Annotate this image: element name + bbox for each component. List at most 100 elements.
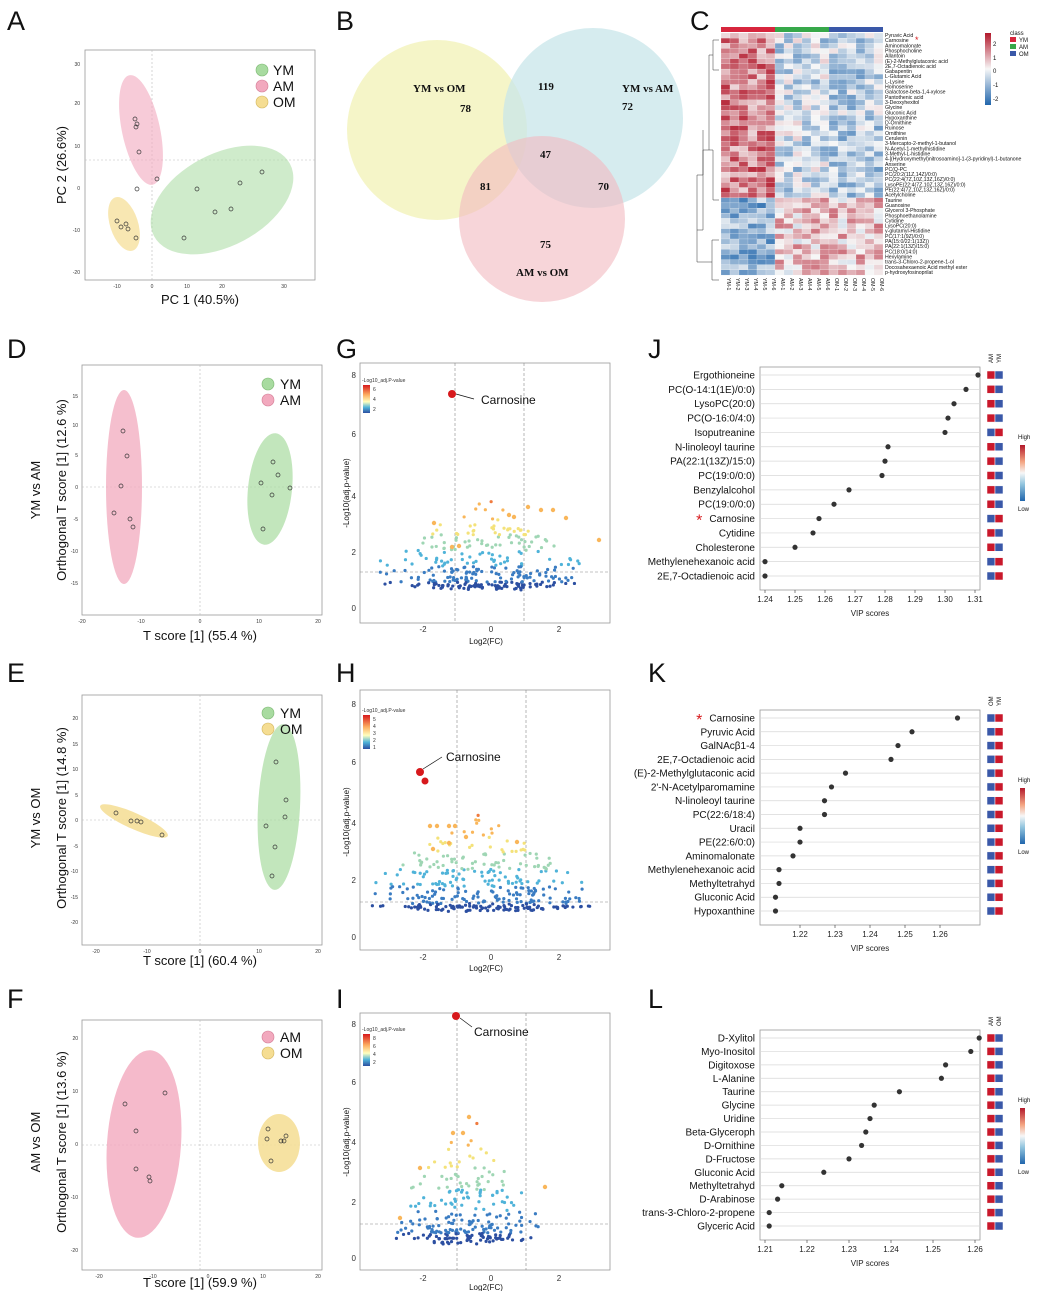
pca-point	[259, 169, 265, 175]
heatmap-cell	[783, 105, 794, 111]
pca-ytick: -10	[73, 228, 80, 234]
volcano-point	[415, 905, 419, 909]
heatmap-class-cell	[730, 27, 739, 32]
vip-point	[975, 372, 981, 378]
heatmap-cell	[738, 84, 749, 90]
volcano-colorbar	[363, 715, 370, 749]
opls-ellipse-om	[258, 1114, 300, 1172]
vip-group-tile	[986, 1127, 996, 1137]
volcano-point	[506, 879, 510, 883]
heatmap-cell	[729, 213, 740, 219]
heatmap-row-label: PC(20:2(11Z,14Z)/0:0)	[885, 172, 937, 178]
vip-group-tile	[986, 1141, 996, 1150]
volcano-point-carnosine	[448, 390, 456, 398]
heatmap-cell	[774, 146, 785, 152]
volcano-point	[528, 851, 532, 856]
heatmap-cell	[855, 48, 866, 54]
volcano-point	[496, 861, 500, 865]
vip-metabolite-label: D-Xylitol	[718, 1034, 755, 1045]
legend-swatch-am	[261, 1030, 275, 1044]
heatmap-cell	[801, 161, 812, 167]
volcano-ylabel: -Log10(adj.p-value)	[342, 1107, 351, 1177]
volcano-point	[439, 908, 444, 912]
heatmap-cell	[837, 244, 848, 250]
vip-group-tile	[986, 543, 996, 552]
heatmap-cell	[783, 130, 794, 137]
vip-colorbar	[1020, 788, 1025, 844]
heatmap-cell	[783, 177, 794, 183]
volcano-ytick: 6	[352, 758, 357, 767]
opls-xtick: -20	[78, 619, 85, 625]
pca-ytick: 10	[74, 144, 80, 150]
volcano-point	[418, 1218, 422, 1222]
opls-xtick: 0	[199, 619, 202, 625]
volcano-point	[498, 576, 503, 580]
volcano-point	[411, 901, 415, 906]
volcano-point	[435, 860, 439, 864]
volcano-point	[547, 885, 552, 889]
heatmap-cell	[792, 58, 803, 64]
volcano-point	[474, 1207, 478, 1211]
volcano-point	[436, 865, 440, 869]
heatmap-cell	[819, 166, 830, 173]
heatmap-cell	[747, 156, 758, 162]
heatmap-cell	[801, 187, 812, 193]
heatmap-class-cell	[739, 27, 748, 32]
heatmap-cell	[873, 238, 884, 245]
heatmap-cell	[792, 233, 803, 240]
heatmap-cell	[819, 74, 830, 80]
heatmap-cell	[810, 192, 821, 198]
heatmap-class-cell	[784, 27, 793, 32]
heatmap-cell	[801, 115, 812, 121]
heatmap-cell	[828, 53, 839, 59]
volcano-point	[551, 583, 555, 587]
heatmap-cell	[855, 53, 866, 59]
heatmap-cell	[810, 264, 821, 270]
panel-label-i: I	[336, 984, 344, 1014]
volcano-ytick: 6	[352, 1078, 357, 1087]
volcano-point	[566, 899, 570, 904]
heatmap-cell	[783, 120, 794, 126]
vip-scale-high: High	[1018, 778, 1030, 784]
volcano-point	[458, 905, 462, 909]
heatmap-cell	[801, 218, 812, 224]
volcano-point	[447, 1220, 451, 1224]
volcano-point	[523, 539, 527, 544]
heatmap-row-label: Hexylamine	[885, 254, 912, 260]
heatmap-cell	[738, 244, 749, 250]
volcano-plot-h: Carnosine -Log10_adj.P-value 5 4 3 2 1 -…	[342, 689, 611, 973]
volcano-point	[524, 574, 528, 578]
vip-point	[938, 1075, 945, 1081]
volcano-legend-title: -Log10_adj.P-value	[362, 708, 406, 714]
volcano-point	[505, 839, 509, 843]
legend-swatch-om	[261, 1046, 275, 1060]
volcano-point	[430, 894, 435, 898]
volcano-point	[489, 557, 494, 561]
heatmap-cell	[756, 32, 767, 39]
heatmap-cell	[783, 58, 794, 64]
heatmap-cell	[729, 218, 740, 224]
heatmap-cell	[855, 213, 866, 219]
heatmap-cell	[801, 202, 812, 209]
heatmap-cell	[864, 208, 875, 214]
volcano-point	[528, 571, 533, 576]
volcano-point	[471, 565, 475, 569]
volcano-point	[504, 566, 508, 570]
heatmap-cell	[765, 192, 776, 198]
heatmap-cell	[720, 259, 731, 265]
vip-group-tile	[986, 385, 996, 394]
heatmap-cell	[864, 166, 875, 173]
volcano-point	[566, 562, 571, 567]
volcano-point	[497, 572, 501, 576]
heatmap-cell	[873, 125, 884, 131]
volcano-point	[526, 880, 530, 884]
heatmap-cell	[738, 269, 749, 276]
volcano-point	[563, 905, 567, 909]
vip-group-tile	[986, 1087, 996, 1096]
volcano-point	[464, 909, 468, 913]
heatmap-cell	[828, 177, 839, 183]
volcano-point	[474, 572, 478, 576]
volcano-point	[428, 578, 432, 582]
heatmap-cell	[792, 99, 803, 106]
